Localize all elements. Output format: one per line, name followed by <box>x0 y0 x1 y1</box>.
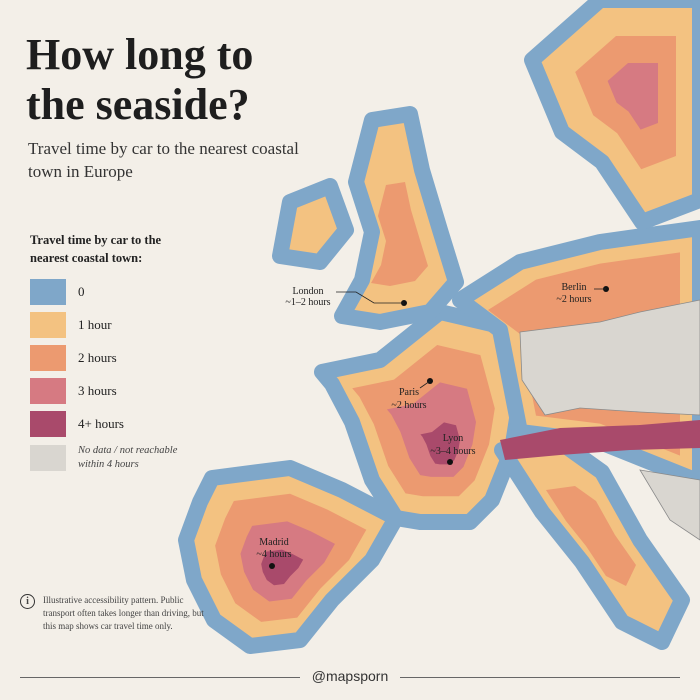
legend-title: Travel time by car to the nearest coasta… <box>30 233 162 265</box>
city-name: Madrid <box>259 537 288 548</box>
city-time: ~1–2 hours <box>285 297 330 308</box>
leaders <box>336 288 606 389</box>
city-time: ~2 hours <box>391 400 426 411</box>
city-time: ~4 hours <box>256 549 291 560</box>
legend-swatch <box>30 445 66 471</box>
legend-swatch <box>30 312 66 338</box>
legend-label: 0 <box>78 284 85 299</box>
credit: @mapsporn <box>20 668 680 684</box>
legend-label: 3 hours <box>78 383 117 398</box>
subtitle: Travel time by car to the nearest coasta… <box>28 139 299 181</box>
city-name: Paris <box>399 387 419 398</box>
city-markers <box>269 286 609 569</box>
info-icon: i <box>20 594 35 609</box>
band-4h <box>261 420 700 586</box>
no-data-area <box>639 469 700 541</box>
legend-item: 0 <box>30 279 220 305</box>
legend-item: 3 hours <box>30 378 220 404</box>
legend-swatch <box>30 378 66 404</box>
legend-label: No data / not reachable within 4 hours <box>78 445 178 470</box>
city-time: ~3–4 hours <box>430 446 475 457</box>
legend-swatch <box>30 411 66 437</box>
legend-item: No data / not reachable within 4 hours <box>30 444 220 472</box>
legend-item: 4+ hours <box>30 411 220 437</box>
credit-text: @mapsporn <box>299 668 401 684</box>
legend-label: 4+ hours <box>78 416 124 431</box>
legend-label: 2 hours <box>78 350 117 365</box>
note-text: Illustrative accessibility pattern. Publ… <box>43 595 204 631</box>
legend-swatch <box>30 345 66 371</box>
title: How long to the seaside? <box>26 30 254 129</box>
no-data-area <box>519 299 700 416</box>
city-name: Berlin <box>562 282 587 293</box>
city-time: ~2 hours <box>556 294 591 305</box>
city-name: Lyon <box>443 433 464 444</box>
city-name: London <box>292 286 323 297</box>
legend-item: 1 hour <box>30 312 220 338</box>
note: i Illustrative accessibility pattern. Pub… <box>20 594 210 633</box>
legend-label: 1 hour <box>78 317 112 332</box>
legend-item: 2 hours <box>30 345 220 371</box>
legend-swatch <box>30 279 66 305</box>
